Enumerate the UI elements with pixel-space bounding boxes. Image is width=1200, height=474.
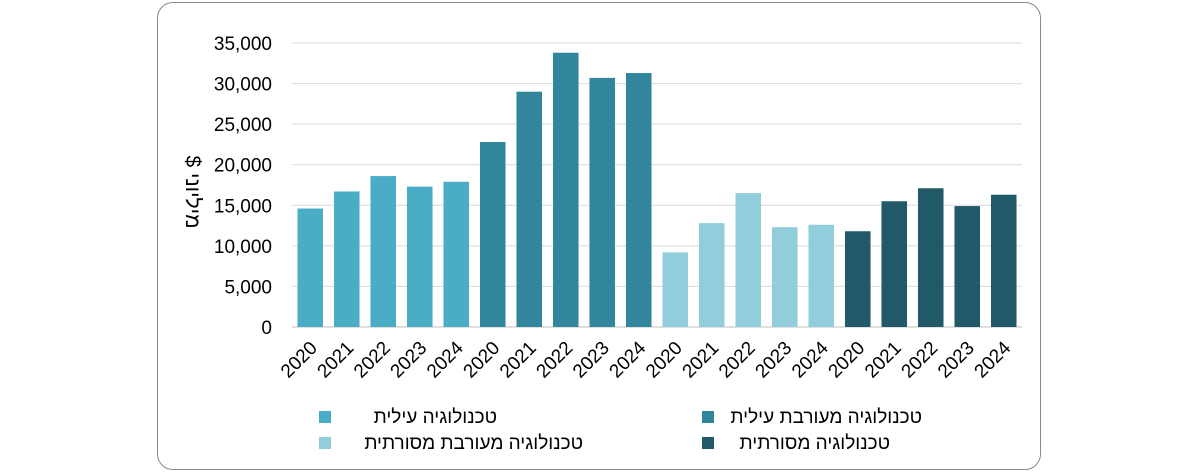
x-tick-label: 2023 — [934, 338, 979, 383]
legend: טכנולוגיה עילית טכנולוגיה מעורבת עילית טכנ… — [319, 407, 922, 454]
x-tick-label: 2022 — [898, 338, 943, 383]
x-tick-label: 2024 — [971, 337, 1016, 382]
legend-swatch — [702, 437, 714, 449]
y-tick-label: 10,000 — [214, 237, 272, 258]
bar — [297, 208, 324, 327]
y-tick-label: 15,000 — [214, 196, 272, 217]
x-tick-label: 2023 — [569, 338, 614, 383]
x-tick-label: 2020 — [825, 338, 870, 383]
grid-lines — [292, 42, 1022, 328]
x-tick-label: 2023 — [387, 338, 432, 383]
y-tick-label: 0 — [261, 318, 272, 339]
x-tick-label: 2020 — [460, 338, 505, 383]
legend-label: טכנולוגיה מעורבת מסורתית — [364, 433, 583, 454]
bar — [443, 181, 470, 327]
bar — [370, 176, 397, 327]
bar — [954, 206, 981, 327]
legend-label: טכנולוגיה מסורתית — [740, 433, 890, 454]
legend-swatch — [319, 437, 331, 449]
x-tick-label: 2024 — [788, 337, 833, 382]
y-axis-ticks: 0 5,000 10,000 15,000 20,000 25,000 30,000 35,0… — [214, 34, 272, 339]
legend-label: טכנולוגיה עילית — [374, 407, 497, 428]
x-tick-label: 2020 — [642, 338, 687, 383]
legend-swatch — [702, 411, 714, 423]
bar — [589, 77, 616, 328]
bar — [808, 224, 835, 327]
bar — [844, 231, 871, 327]
x-tick-label: 2024 — [606, 337, 651, 382]
legend-swatch — [319, 411, 331, 423]
y-tick-label: 25,000 — [214, 115, 272, 136]
x-axis-ticks: 2020202120222023202420202021202220232024… — [277, 337, 1016, 382]
x-tick-label: 2021 — [861, 338, 906, 383]
y-tick-label: 35,000 — [214, 34, 272, 55]
x-tick-label: 2024 — [423, 337, 468, 382]
x-tick-label: 2021 — [314, 338, 359, 383]
bar — [662, 252, 689, 327]
x-tick-label: 2021 — [496, 338, 541, 383]
y-tick-label: 30,000 — [214, 75, 272, 96]
bar — [771, 227, 798, 327]
bars — [297, 52, 1017, 328]
x-tick-label: 2023 — [752, 338, 797, 383]
bar — [698, 223, 725, 327]
bar — [479, 141, 506, 327]
bar — [917, 188, 944, 327]
x-tick-label: 2020 — [277, 338, 322, 383]
x-tick-label: 2022 — [715, 338, 760, 383]
y-axis-label: מיליוני $ — [181, 155, 204, 228]
y-tick-label: 5,000 — [224, 277, 272, 298]
bar — [552, 52, 579, 327]
y-tick-label: 20,000 — [214, 156, 272, 177]
bar — [990, 194, 1017, 327]
legend-label: טכנולוגיה מעורבת עילית — [730, 407, 922, 428]
bar — [735, 193, 762, 327]
x-tick-label: 2021 — [679, 338, 724, 383]
bar — [625, 73, 652, 327]
bar — [516, 91, 543, 327]
bar — [881, 201, 908, 327]
x-tick-label: 2022 — [533, 338, 578, 383]
bar — [333, 191, 360, 327]
x-tick-label: 2022 — [350, 338, 395, 383]
bar — [406, 186, 433, 327]
